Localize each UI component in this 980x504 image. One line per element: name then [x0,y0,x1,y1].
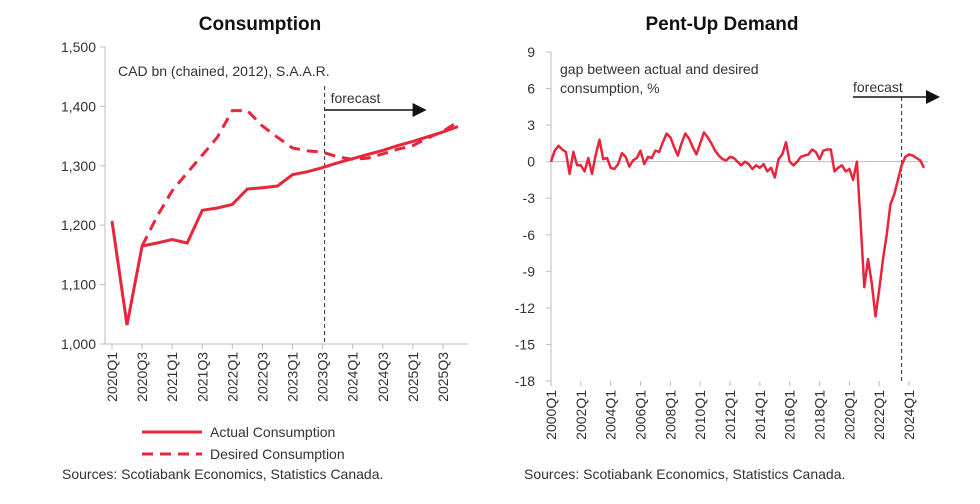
pent-up-x-tick-label: 2012Q1 [722,390,738,440]
pent-up-x-tick-label: 2020Q1 [841,390,857,440]
consumption-y-tick-label: 1,400 [61,98,96,114]
pent-up-sources: Sources: Scotiabank Economics, Statistic… [524,466,845,482]
consumption-x-tick-label: 2023Q3 [315,352,331,402]
consumption-x-tick-label: 2024Q1 [345,352,361,402]
pent-up-demand-chart: Pent-Up Demand gap between actual and de… [515,14,940,482]
pent-up-y-tick-label: 9 [527,44,535,60]
pent-up-y-tick-label: -18 [515,373,535,389]
legend-label-desired: Desired Consumption [210,446,345,462]
pent-up-x-tick-label: 2008Q1 [662,390,678,440]
consumption-y-tick-label: 1,000 [61,336,96,352]
pent-up-y-tick-label: 0 [527,154,535,170]
consumption-y-tick-label: 1,100 [61,277,96,293]
consumption-forecast-label: forecast [331,90,381,106]
pent-up-y-tick-label: -3 [523,190,536,206]
consumption-x-tick-label: 2023Q1 [285,352,301,402]
consumption-x-tick-label: 2025Q1 [405,352,421,402]
pent-up-x-tick-label: 2010Q1 [692,390,708,440]
consumption-sources: Sources: Scotiabank Economics, Statistic… [62,466,383,482]
consumption-title: Consumption [199,14,321,35]
pent-up-x-tick-label: 2000Q1 [543,390,559,440]
pent-up-x-tick-label: 2006Q1 [633,390,649,440]
pent-up-unit-note-line1: gap between actual and desired [560,61,758,77]
pent-up-forecast-arrow-icon [926,90,940,104]
consumption-x-tick-label: 2024Q3 [375,352,391,402]
consumption-x-tick-label: 2022Q1 [224,352,240,402]
pent-up-y-tick-label: -9 [523,263,536,279]
consumption-y-tick-label: 1,300 [61,158,96,174]
consumption-chart: Consumption CAD bn (chained, 2012), S.A.… [61,14,468,482]
consumption-unit-note: CAD bn (chained, 2012), S.A.A.R. [118,63,330,79]
pent-up-unit-note-line2: consumption, % [560,80,660,96]
pent-up-x-tick-label: 2022Q1 [871,390,887,440]
pent-up-y-tick-label: -12 [515,300,535,316]
pent-up-x-tick-label: 2016Q1 [782,390,798,440]
pent-up-x-tick-label: 2014Q1 [752,390,768,440]
consumption-x-tick-label: 2021Q3 [194,352,210,402]
consumption-x-tick-label: 2021Q1 [164,352,180,402]
consumption-y-tick-label: 1,200 [61,217,96,233]
pent-up-y-tick-label: -15 [515,336,535,352]
legend-label-actual: Actual Consumption [210,424,335,440]
pent-up-x-tick-label: 2024Q1 [901,390,917,440]
pent-up-x-tick-label: 2004Q1 [603,390,619,440]
consumption-forecast-arrow-icon [412,103,427,117]
pent-up-y-tick-label: -6 [523,227,536,243]
consumption-x-tick-label: 2022Q3 [254,352,270,402]
consumption-y-tick-label: 1,500 [61,39,96,55]
pent-up-x-tick-label: 2018Q1 [812,390,828,440]
pent-up-y-tick-label: 3 [527,117,535,133]
pent-up-y-tick-label: 6 [527,81,535,97]
series-line-actual-consumption [110,125,459,326]
series-line-desired-consumption [140,109,459,247]
pent-up-forecast-label: forecast [853,79,903,95]
consumption-x-tick-label: 2025Q3 [435,352,451,402]
consumption-x-tick-label: 2020Q1 [104,352,120,402]
consumption-x-tick-label: 2020Q3 [134,352,150,402]
pent-up-x-tick-label: 2002Q1 [573,390,589,440]
pent-up-title: Pent-Up Demand [645,14,798,35]
series-line-pent-up-gap [549,131,926,318]
